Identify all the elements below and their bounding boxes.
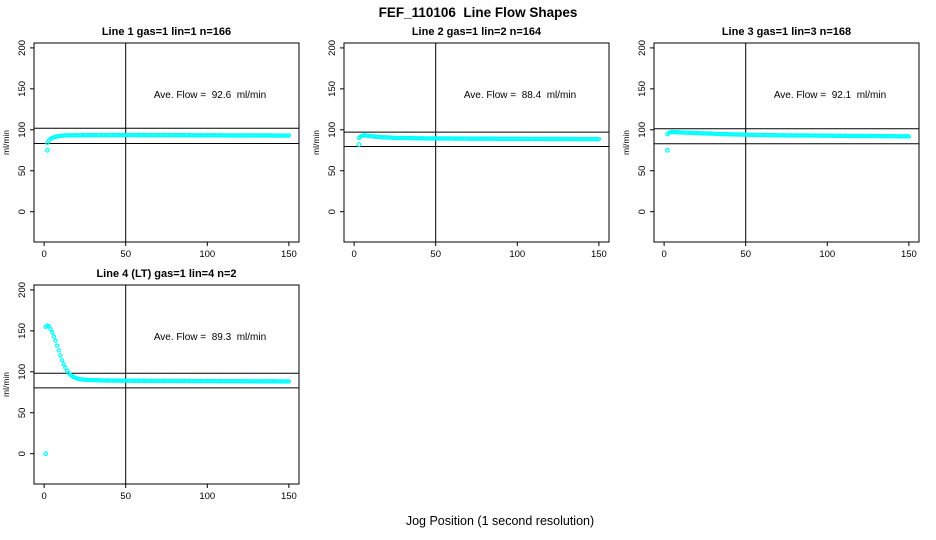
data-points	[45, 132, 292, 153]
plot-frame	[653, 42, 920, 243]
y-tick-label: 0	[327, 209, 338, 214]
ave-flow-annotation: Ave. Flow = 89.3 ml/min	[154, 332, 266, 343]
y-axis-label: ml/min	[621, 130, 631, 155]
panel-1: 0 50 100 150 0 50 100 150 200 ml/min Line 1 gas=1 …	[1, 26, 300, 260]
y-axis-label: ml/min	[1, 372, 11, 397]
y-tick-label: 0	[637, 209, 648, 214]
y-tick-label: 200	[17, 282, 28, 298]
y-tick-label: 200	[17, 40, 28, 56]
y-tick-label: 100	[327, 122, 338, 138]
x-tick-label: 150	[901, 249, 917, 260]
y-tick-label: 150	[17, 323, 28, 339]
y-tick-label: 150	[327, 81, 338, 97]
plot-frame	[343, 42, 610, 243]
data-points	[356, 133, 602, 147]
y-tick-label: 100	[17, 122, 28, 138]
panel-title: Line 2 gas=1 lin=2 n=164	[412, 26, 542, 38]
x-axis-label: Jog Position (1 second resolution)	[405, 514, 595, 528]
figure-title: FEF_110106 Line Flow Shapes	[378, 5, 578, 20]
panel-2: 0 50 100 150 0 50 100 150 200 ml/min Line 2 gas=1 …	[311, 26, 610, 260]
y-tick-label: 50	[17, 408, 28, 419]
y-tick-label: 50	[637, 166, 648, 177]
x-tick-label: 0	[351, 249, 356, 260]
x-tick-label: 150	[281, 491, 297, 502]
x-tick-label: 50	[120, 491, 131, 502]
x-tick-label: 100	[819, 249, 835, 260]
y-tick-label: 150	[637, 81, 648, 97]
panel-title: Line 1 gas=1 lin=1 n=166	[102, 26, 231, 38]
y-tick-label: 0	[17, 451, 28, 456]
x-tick-label: 50	[430, 249, 441, 260]
outlier-point	[665, 147, 670, 153]
outlier-point	[43, 451, 49, 457]
x-tick-label: 0	[41, 249, 46, 260]
outlier-point	[356, 142, 362, 147]
ave-flow-annotation: Ave. Flow = 92.1 ml/min	[774, 90, 886, 101]
y-tick-label: 200	[327, 40, 338, 56]
y-tick-label: 200	[637, 40, 648, 56]
y-axis-label: ml/min	[1, 130, 11, 155]
x-tick-label: 100	[199, 249, 215, 260]
ave-flow-annotation: Ave. Flow = 88.4 ml/min	[464, 90, 576, 101]
panel-4: 0 50 100 150 0 50 100 150 200 ml/min Line 4 (LT) g…	[1, 268, 300, 502]
data-points	[43, 323, 292, 457]
y-tick-label: 100	[17, 364, 28, 380]
x-tick-label: 0	[661, 249, 666, 260]
y-tick-label: 50	[17, 166, 28, 177]
plot-frame	[33, 42, 300, 243]
x-tick-label: 50	[120, 249, 131, 260]
y-tick-label: 0	[17, 209, 28, 214]
x-tick-label: 0	[41, 491, 46, 502]
x-tick-label: 150	[281, 249, 297, 260]
y-tick-label: 50	[327, 166, 338, 177]
x-tick-label: 150	[591, 249, 607, 260]
panel-3: 0 50 100 150 0 50 100 150 200 ml/min Line 3 gas=1 …	[621, 26, 920, 260]
y-tick-label: 150	[17, 81, 28, 97]
y-tick-label: 100	[637, 122, 648, 138]
x-tick-label: 100	[199, 491, 215, 502]
outlier-point	[45, 147, 50, 153]
panel-title: Line 3 gas=1 lin=3 n=168	[722, 26, 851, 38]
data-points	[665, 129, 912, 153]
panel-title: Line 4 (LT) gas=1 lin=4 n=2	[96, 268, 236, 280]
y-axis-label: ml/min	[311, 130, 321, 155]
x-tick-label: 100	[509, 249, 525, 260]
ave-flow-annotation: Ave. Flow = 92.6 ml/min	[154, 90, 266, 101]
x-tick-label: 50	[740, 249, 751, 260]
plot-frame	[33, 284, 300, 485]
